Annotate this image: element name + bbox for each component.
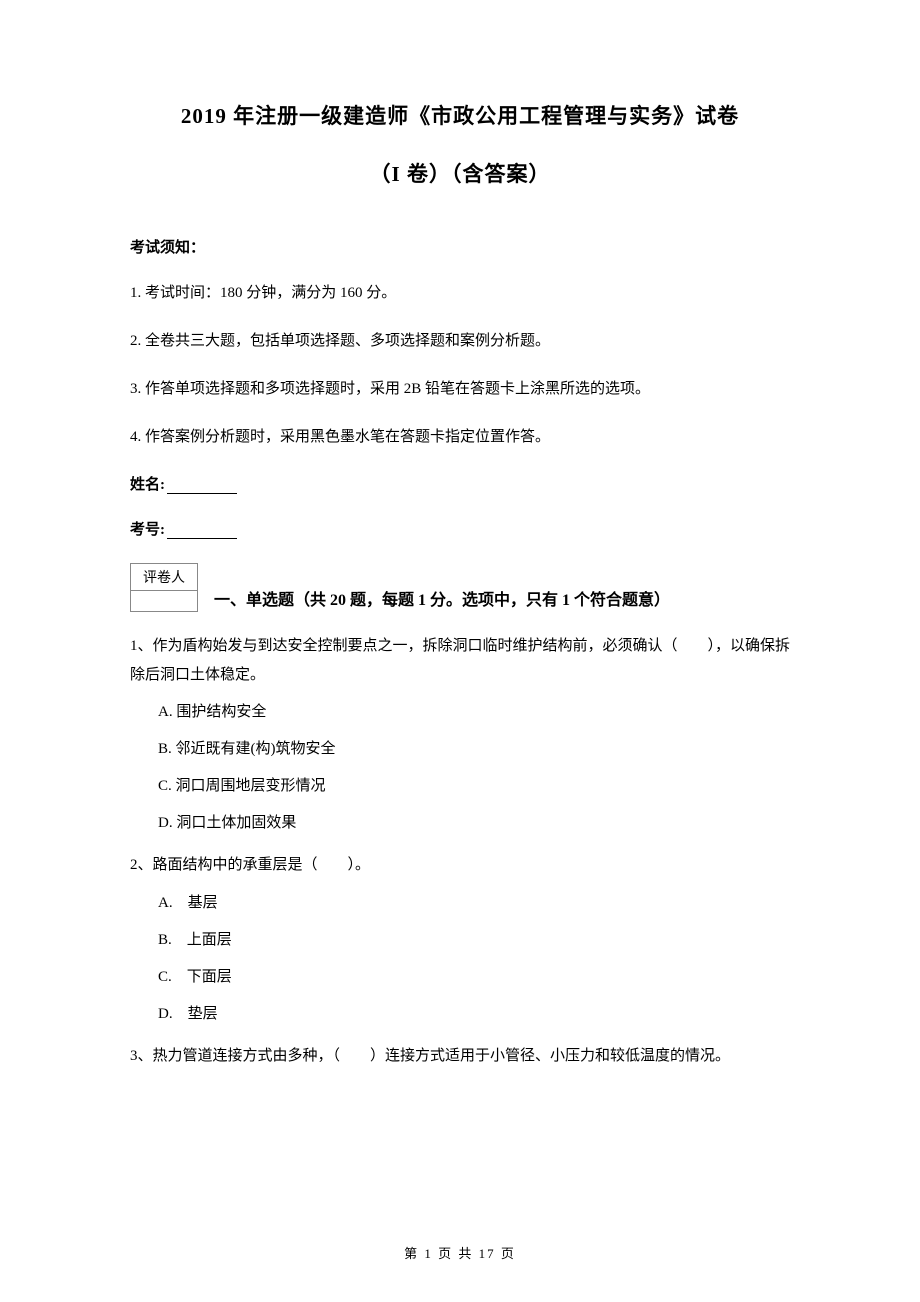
grader-box: 评卷人 xyxy=(130,563,198,612)
page-footer: 第 1 页 共 17 页 xyxy=(0,1243,920,1262)
question-2-option-b: B. 上面层 xyxy=(130,927,790,954)
question-2-option-d: D. 垫层 xyxy=(130,1001,790,1028)
section-1-header: 评卷人 一、单选题（共 20 题，每题 1 分。选项中，只有 1 个符合题意） xyxy=(130,563,790,612)
question-2-option-c: C. 下面层 xyxy=(130,964,790,991)
question-3-text: 3、热力管道连接方式由多种，（ ）连接方式适用于小管径、小压力和较低温度的情况。 xyxy=(130,1042,790,1071)
notice-heading: 考试须知： xyxy=(130,236,790,257)
id-input-line[interactable] xyxy=(167,524,237,539)
name-field-row: 姓名: xyxy=(130,473,790,494)
grader-score-cell[interactable] xyxy=(131,591,197,611)
question-1-option-a: A. 围护结构安全 xyxy=(130,699,790,726)
page-title-sub: （I 卷）（含答案） xyxy=(130,158,790,188)
id-label: 考号: xyxy=(130,522,165,538)
id-field-row: 考号: xyxy=(130,518,790,539)
question-1-text: 1、作为盾构始发与到达安全控制要点之一，拆除洞口临时维护结构前，必须确认（ ），… xyxy=(130,632,790,689)
notice-item-2: 2. 全卷共三大题，包括单项选择题、多项选择题和案例分析题。 xyxy=(130,329,790,353)
question-2: 2、路面结构中的承重层是（ ）。 A. 基层 B. 上面层 C. 下面层 D. … xyxy=(130,851,790,1028)
question-2-text: 2、路面结构中的承重层是（ ）。 xyxy=(130,851,790,880)
question-1-option-d: D. 洞口土体加固效果 xyxy=(130,810,790,837)
question-3: 3、热力管道连接方式由多种，（ ）连接方式适用于小管径、小压力和较低温度的情况。 xyxy=(130,1042,790,1071)
question-1: 1、作为盾构始发与到达安全控制要点之一，拆除洞口临时维护结构前，必须确认（ ），… xyxy=(130,632,790,837)
question-1-option-b: B. 邻近既有建(构)筑物安全 xyxy=(130,736,790,763)
notice-item-1: 1. 考试时间：180 分钟，满分为 160 分。 xyxy=(130,281,790,305)
question-1-option-c: C. 洞口周围地层变形情况 xyxy=(130,773,790,800)
section-1-title: 一、单选题（共 20 题，每题 1 分。选项中，只有 1 个符合题意） xyxy=(214,586,670,612)
page-title-main: 2019 年注册一级建造师《市政公用工程管理与实务》试卷 xyxy=(130,100,790,130)
name-label: 姓名: xyxy=(130,477,165,493)
grader-label: 评卷人 xyxy=(131,564,197,591)
name-input-line[interactable] xyxy=(167,479,237,494)
notice-item-3: 3. 作答单项选择题和多项选择题时，采用 2B 铅笔在答题卡上涂黑所选的选项。 xyxy=(130,377,790,401)
question-2-option-a: A. 基层 xyxy=(130,890,790,917)
notice-item-4: 4. 作答案例分析题时，采用黑色墨水笔在答题卡指定位置作答。 xyxy=(130,425,790,449)
exam-page: 2019 年注册一级建造师《市政公用工程管理与实务》试卷 （I 卷）（含答案） … xyxy=(0,0,920,1302)
